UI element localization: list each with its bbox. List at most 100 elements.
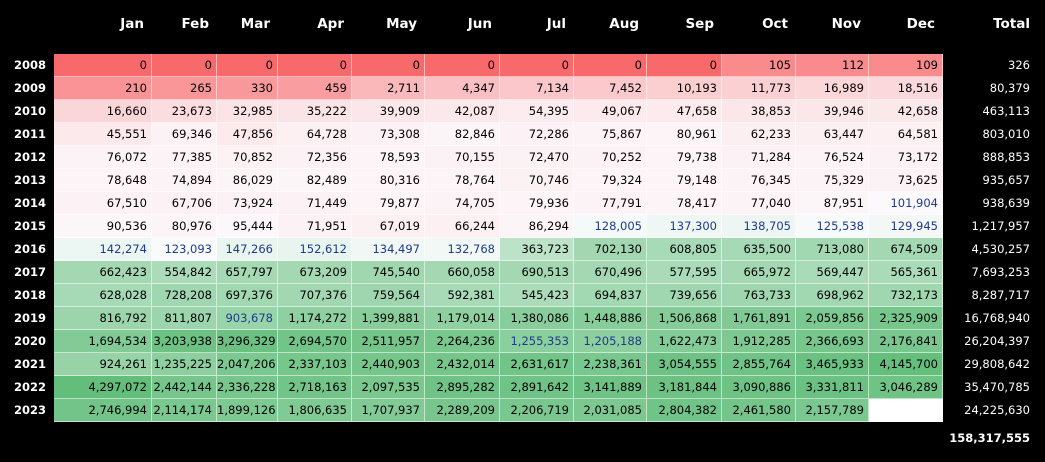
cell-2023-jun[interactable]: 2,289,209 <box>425 399 500 422</box>
cell-2019-jul[interactable]: 1,380,086 <box>500 307 574 330</box>
cell-2023-jul[interactable]: 2,206,719 <box>500 399 574 422</box>
cell-2022-mar[interactable]: 2,336,228 <box>217 376 278 399</box>
cell-2021-sep[interactable]: 3,054,555 <box>647 353 722 376</box>
cell-2012-jun[interactable]: 70,155 <box>425 146 500 169</box>
cell-2021-feb[interactable]: 1,235,225 <box>152 353 217 376</box>
cell-2013-may[interactable]: 80,316 <box>352 169 425 192</box>
cell-2017-nov[interactable]: 569,447 <box>796 261 869 284</box>
cell-2015-jun[interactable]: 66,244 <box>425 215 500 238</box>
cell-2015-aug[interactable]: 128,005 <box>574 215 647 238</box>
cell-2008-sep[interactable]: 0 <box>647 54 722 77</box>
cell-2023-nov[interactable]: 2,157,789 <box>796 399 869 422</box>
cell-2014-jan[interactable]: 67,510 <box>54 192 152 215</box>
cell-2022-sep[interactable]: 3,181,844 <box>647 376 722 399</box>
cell-2020-aug[interactable]: 1,205,188 <box>574 330 647 353</box>
cell-2015-mar[interactable]: 95,444 <box>217 215 278 238</box>
cell-2016-mar[interactable]: 147,266 <box>217 238 278 261</box>
cell-2013-aug[interactable]: 79,324 <box>574 169 647 192</box>
cell-2021-apr[interactable]: 2,337,103 <box>278 353 352 376</box>
cell-2011-aug[interactable]: 75,867 <box>574 123 647 146</box>
cell-2010-apr[interactable]: 35,222 <box>278 100 352 123</box>
cell-2015-dec[interactable]: 129,945 <box>869 215 943 238</box>
cell-2022-jun[interactable]: 2,895,282 <box>425 376 500 399</box>
cell-2020-sep[interactable]: 1,622,473 <box>647 330 722 353</box>
cell-2012-may[interactable]: 78,593 <box>352 146 425 169</box>
cell-2022-oct[interactable]: 3,090,886 <box>722 376 796 399</box>
cell-2012-feb[interactable]: 77,385 <box>152 146 217 169</box>
cell-2017-feb[interactable]: 554,842 <box>152 261 217 284</box>
cell-2016-jun[interactable]: 132,768 <box>425 238 500 261</box>
cell-2008-jun[interactable]: 0 <box>425 54 500 77</box>
cell-2017-mar[interactable]: 657,797 <box>217 261 278 284</box>
cell-2016-may[interactable]: 134,497 <box>352 238 425 261</box>
cell-2021-dec[interactable]: 4,145,700 <box>869 353 943 376</box>
cell-2011-sep[interactable]: 80,961 <box>647 123 722 146</box>
cell-2021-aug[interactable]: 2,238,361 <box>574 353 647 376</box>
cell-2013-oct[interactable]: 76,345 <box>722 169 796 192</box>
cell-2010-sep[interactable]: 47,658 <box>647 100 722 123</box>
cell-2013-feb[interactable]: 74,894 <box>152 169 217 192</box>
cell-2012-mar[interactable]: 70,852 <box>217 146 278 169</box>
cell-2014-sep[interactable]: 78,417 <box>647 192 722 215</box>
cell-2022-aug[interactable]: 3,141,889 <box>574 376 647 399</box>
cell-2011-may[interactable]: 73,308 <box>352 123 425 146</box>
cell-2008-mar[interactable]: 0 <box>217 54 278 77</box>
cell-2018-apr[interactable]: 707,376 <box>278 284 352 307</box>
cell-2020-jul[interactable]: 1,255,353 <box>500 330 574 353</box>
cell-2009-may[interactable]: 2,711 <box>352 77 425 100</box>
cell-2009-oct[interactable]: 11,773 <box>722 77 796 100</box>
cell-2017-may[interactable]: 745,540 <box>352 261 425 284</box>
cell-2021-may[interactable]: 2,440,903 <box>352 353 425 376</box>
cell-2023-mar[interactable]: 1,899,126 <box>217 399 278 422</box>
cell-2008-jul[interactable]: 0 <box>500 54 574 77</box>
cell-2010-jul[interactable]: 54,395 <box>500 100 574 123</box>
cell-2015-oct[interactable]: 138,705 <box>722 215 796 238</box>
cell-2021-oct[interactable]: 2,855,764 <box>722 353 796 376</box>
cell-2009-feb[interactable]: 265 <box>152 77 217 100</box>
cell-2019-feb[interactable]: 811,807 <box>152 307 217 330</box>
cell-2012-aug[interactable]: 70,252 <box>574 146 647 169</box>
cell-2013-apr[interactable]: 82,489 <box>278 169 352 192</box>
cell-2019-jan[interactable]: 816,792 <box>54 307 152 330</box>
cell-2020-may[interactable]: 2,511,957 <box>352 330 425 353</box>
cell-2022-dec[interactable]: 3,046,289 <box>869 376 943 399</box>
cell-2009-mar[interactable]: 330 <box>217 77 278 100</box>
cell-2013-jun[interactable]: 78,764 <box>425 169 500 192</box>
cell-2019-may[interactable]: 1,399,881 <box>352 307 425 330</box>
cell-2011-apr[interactable]: 64,728 <box>278 123 352 146</box>
cell-2012-apr[interactable]: 72,356 <box>278 146 352 169</box>
cell-2018-aug[interactable]: 694,837 <box>574 284 647 307</box>
cell-2009-jul[interactable]: 7,134 <box>500 77 574 100</box>
cell-2021-jan[interactable]: 924,261 <box>54 353 152 376</box>
cell-2009-nov[interactable]: 16,989 <box>796 77 869 100</box>
cell-2023-sep[interactable]: 2,804,382 <box>647 399 722 422</box>
cell-2023-may[interactable]: 1,707,937 <box>352 399 425 422</box>
cell-2013-nov[interactable]: 75,329 <box>796 169 869 192</box>
cell-2017-dec[interactable]: 565,361 <box>869 261 943 284</box>
cell-2016-jan[interactable]: 142,274 <box>54 238 152 261</box>
cell-2015-jul[interactable]: 86,294 <box>500 215 574 238</box>
cell-2022-may[interactable]: 2,097,535 <box>352 376 425 399</box>
cell-2012-jan[interactable]: 76,072 <box>54 146 152 169</box>
cell-2011-dec[interactable]: 64,581 <box>869 123 943 146</box>
cell-2020-mar[interactable]: 3,296,329 <box>217 330 278 353</box>
cell-2017-jun[interactable]: 660,058 <box>425 261 500 284</box>
cell-2017-aug[interactable]: 670,496 <box>574 261 647 284</box>
cell-2017-jul[interactable]: 690,513 <box>500 261 574 284</box>
cell-2013-jan[interactable]: 78,648 <box>54 169 152 192</box>
cell-2018-jan[interactable]: 628,028 <box>54 284 152 307</box>
cell-2017-sep[interactable]: 577,595 <box>647 261 722 284</box>
cell-2019-oct[interactable]: 1,761,891 <box>722 307 796 330</box>
cell-2023-jan[interactable]: 2,746,994 <box>54 399 152 422</box>
cell-2011-mar[interactable]: 47,856 <box>217 123 278 146</box>
cell-2012-dec[interactable]: 73,172 <box>869 146 943 169</box>
cell-2021-nov[interactable]: 3,465,933 <box>796 353 869 376</box>
cell-2014-aug[interactable]: 77,791 <box>574 192 647 215</box>
cell-2008-nov[interactable]: 112 <box>796 54 869 77</box>
cell-2019-mar[interactable]: 903,678 <box>217 307 278 330</box>
cell-2008-feb[interactable]: 0 <box>152 54 217 77</box>
cell-2009-jan[interactable]: 210 <box>54 77 152 100</box>
cell-2008-aug[interactable]: 0 <box>574 54 647 77</box>
cell-2015-apr[interactable]: 71,951 <box>278 215 352 238</box>
cell-2023-aug[interactable]: 2,031,085 <box>574 399 647 422</box>
